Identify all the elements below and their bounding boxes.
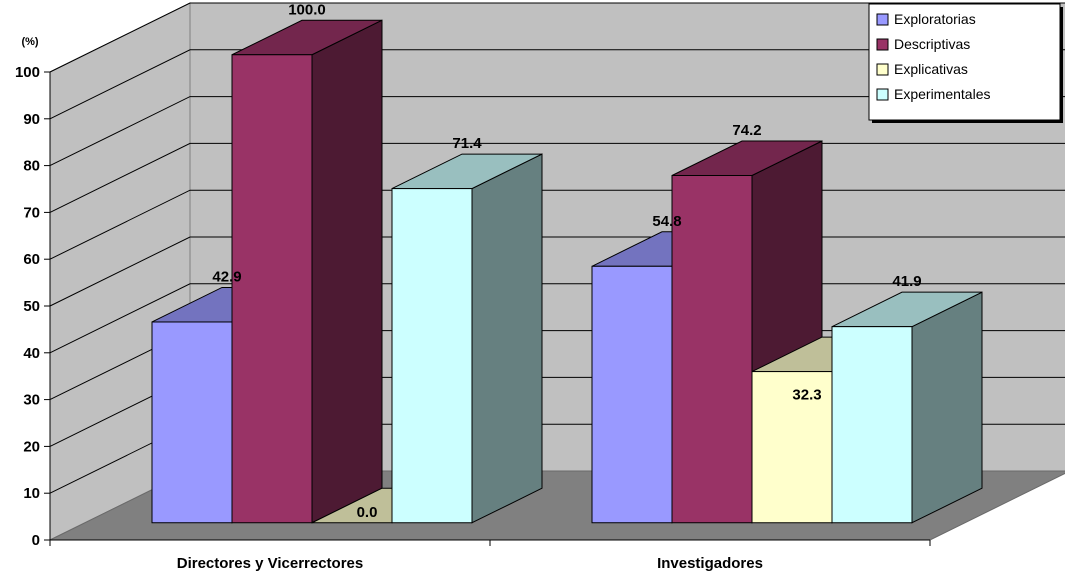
y-tick-label: 50 xyxy=(23,298,40,315)
value-label-explicativas-directores-y-vicerrectores: 0.0 xyxy=(357,504,378,521)
value-label-descriptivas-directores-y-vicerrectores: 100.0 xyxy=(288,1,326,18)
value-label-descriptivas-investigadores: 74.2 xyxy=(732,122,761,139)
value-label-explicativas-investigadores: 32.3 xyxy=(792,387,821,404)
y-tick-label: 70 xyxy=(23,204,40,221)
legend-box xyxy=(868,3,1061,121)
value-label-experimentales-investigadores: 41.9 xyxy=(892,273,921,290)
gridline xyxy=(49,96,1065,167)
bar-side-descriptivas-directores-y-vicerrectores xyxy=(311,19,383,524)
legend: Exploratorias Descriptivas Explicativas Exp… xyxy=(868,3,1063,123)
y-tick-label: 30 xyxy=(23,392,40,409)
gridline xyxy=(49,49,1065,120)
bar-side-experimentales-directores-y-vicerrectores xyxy=(471,153,543,524)
bar-descriptivas-directores-y-vicerrectores xyxy=(231,54,313,524)
y-tick-label: 0 xyxy=(32,532,40,549)
legend-label-descriptivas: Descriptivas xyxy=(894,36,970,52)
legend-swatch-explicativas xyxy=(876,63,889,76)
legend-swatch-experimentales xyxy=(876,88,889,101)
value-label-exploratorias-investigadores: 54.8 xyxy=(652,213,681,230)
bar-exploratorias-directores-y-vicerrectores xyxy=(151,321,233,524)
bar-exploratorias-investigadores xyxy=(591,265,673,524)
category-label-investigadores: Investigadores xyxy=(657,555,763,572)
axes: 0 10 20 30 40 50 60 70 80 90 100 (%) Directores y Vi… xyxy=(15,36,931,572)
y-tick-label: 20 xyxy=(23,438,40,455)
value-label-experimentales-directores-y-vicerrectores: 71.4 xyxy=(452,135,482,152)
bar-experimentales-directores-y-vicerrectores xyxy=(391,188,473,524)
value-labels: 42.9 100.0 0.0 71.4 54.8 74.2 32.3 41.9 xyxy=(212,1,921,521)
y-tick-label: 40 xyxy=(23,345,40,362)
y-tick-label: 10 xyxy=(23,485,40,502)
legend-swatch-exploratorias xyxy=(876,13,889,26)
legend-swatch-descriptivas xyxy=(876,38,889,51)
legend-label-experimentales: Experimentales xyxy=(894,86,991,102)
bar-descriptivas-investigadores xyxy=(671,174,753,524)
y-tick-label: 80 xyxy=(23,158,40,175)
value-label-exploratorias-directores-y-vicerrectores: 42.9 xyxy=(212,268,241,285)
legend-label-exploratorias: Exploratorias xyxy=(894,11,976,27)
bar-side-experimentales-investigadores xyxy=(911,291,983,524)
gridline xyxy=(49,2,1065,73)
bar-experimentales-investigadores xyxy=(831,326,913,524)
y-tick-label: 60 xyxy=(23,251,40,268)
y-axis-unit-label: (%) xyxy=(21,36,38,48)
category-label-directores-y-vicerrectores: Directores y Vicerrectores xyxy=(177,555,364,572)
y-tick-label: 90 xyxy=(23,111,40,128)
bar-explicativas-investigadores xyxy=(751,371,833,524)
legend-label-explicativas: Explicativas xyxy=(894,61,968,77)
bars xyxy=(151,19,983,524)
y-tick-label: 100 xyxy=(15,64,40,81)
